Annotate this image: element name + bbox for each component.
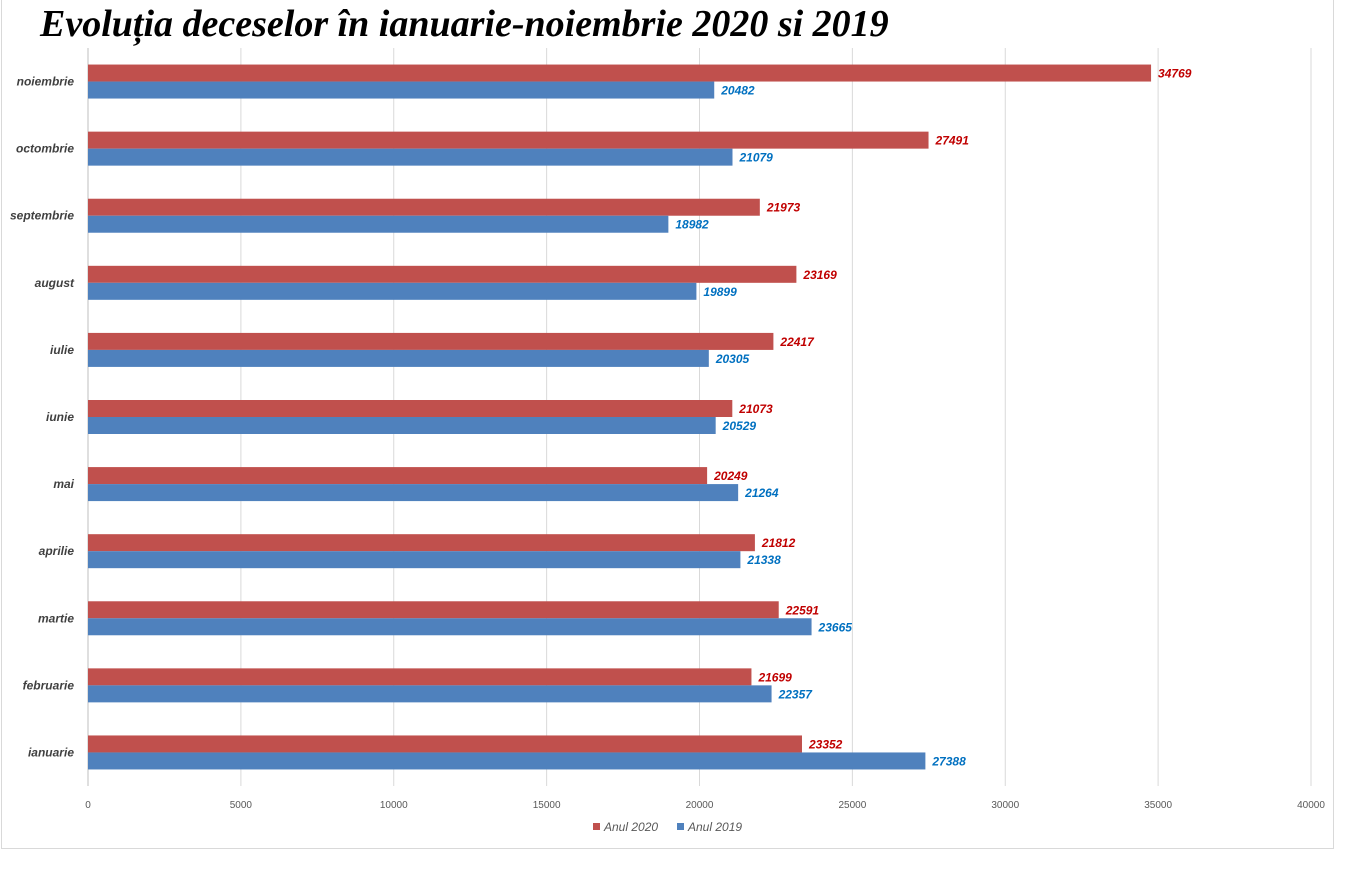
data-label: 22417 <box>779 335 815 349</box>
data-label: 22357 <box>778 687 814 701</box>
data-label: 21699 <box>757 670 792 684</box>
data-label: 20305 <box>715 352 750 366</box>
category-label: octombrie <box>16 142 74 156</box>
category-label: noiembrie <box>17 75 75 89</box>
x-tick-label: 20000 <box>686 800 714 811</box>
bar <box>88 400 733 417</box>
bar <box>88 148 733 166</box>
bar <box>88 618 812 636</box>
legend-swatch <box>593 823 600 830</box>
data-label: 18982 <box>675 218 709 232</box>
data-label: 23169 <box>802 268 837 282</box>
x-tick-label: 5000 <box>230 800 253 811</box>
data-label: 22591 <box>785 603 820 617</box>
bar <box>88 131 929 149</box>
bar <box>88 282 697 300</box>
chart-title: Evoluția deceselor în ianuarie-noiembrie… <box>40 3 889 45</box>
legend-label: Anul 2019 <box>687 820 742 834</box>
bar <box>88 467 708 485</box>
data-label: 20249 <box>713 469 748 483</box>
data-label: 21973 <box>766 201 801 215</box>
x-tick-label: 10000 <box>380 800 408 811</box>
bar <box>88 265 797 283</box>
category-label: februarie <box>23 678 75 692</box>
data-label: 19899 <box>703 285 737 299</box>
bar <box>88 601 779 619</box>
data-label: 27388 <box>931 754 966 768</box>
bar <box>88 417 716 434</box>
category-label: martie <box>38 611 74 625</box>
x-tick-label: 0 <box>85 800 91 811</box>
bar <box>88 752 926 770</box>
data-label: 23352 <box>808 737 843 751</box>
chart-frame <box>1 0 1334 849</box>
data-label: 20529 <box>722 419 757 433</box>
bar <box>88 81 715 99</box>
bar <box>88 349 709 367</box>
data-label: 34769 <box>1158 67 1192 81</box>
bar <box>88 668 752 686</box>
data-label: 21073 <box>738 402 773 416</box>
bar <box>88 64 1152 82</box>
category-label: iulie <box>50 343 74 357</box>
bar <box>88 215 669 233</box>
bar <box>88 534 755 552</box>
bar <box>88 332 774 350</box>
data-label: 20482 <box>720 84 755 98</box>
legend-swatch <box>677 823 684 830</box>
data-label: 21079 <box>738 151 773 165</box>
bar <box>88 484 739 502</box>
data-label: 27491 <box>935 134 970 148</box>
bar <box>88 685 772 703</box>
x-tick-label: 40000 <box>1297 800 1325 811</box>
x-tick-label: 35000 <box>1144 800 1172 811</box>
category-label: august <box>35 276 75 290</box>
bar <box>88 198 760 216</box>
bar <box>88 735 802 753</box>
category-label: aprilie <box>39 544 75 558</box>
data-label: 23665 <box>818 620 853 634</box>
x-tick-label: 15000 <box>533 800 561 811</box>
category-label: ianuarie <box>28 745 74 759</box>
bar <box>88 551 741 569</box>
legend-label: Anul 2020 <box>603 820 658 834</box>
data-label: 21338 <box>746 553 781 567</box>
data-label: 21812 <box>761 536 796 550</box>
category-label: iunie <box>46 410 74 424</box>
x-tick-label: 25000 <box>838 800 866 811</box>
category-label: mai <box>53 477 74 491</box>
category-label: septembrie <box>10 209 74 223</box>
data-label: 21264 <box>744 486 779 500</box>
x-tick-label: 30000 <box>991 800 1019 811</box>
